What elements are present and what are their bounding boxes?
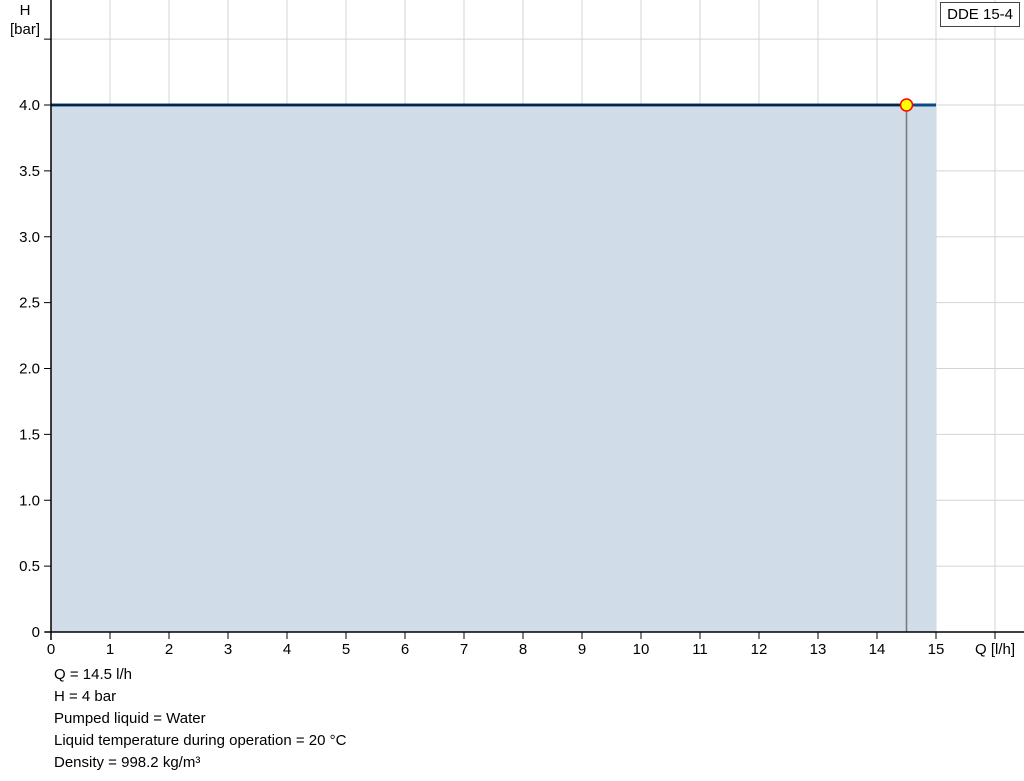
x-axis-label: Q [l/h] (975, 641, 1015, 658)
x-tick-label: 12 (751, 641, 768, 658)
y-axis-unit: [bar] (10, 21, 40, 38)
x-tick-label: 6 (401, 641, 409, 658)
curve-area (51, 105, 936, 632)
x-tick-label: 4 (283, 641, 291, 658)
operating-info: Q = 14.5 l/h H = 4 bar Pumped liquid = W… (54, 664, 346, 774)
legend-box: DDE 15-4 (940, 2, 1020, 27)
y-tick-label: 0.5 (19, 558, 40, 575)
y-tick-label: 3.0 (19, 229, 40, 246)
info-head: H = 4 bar (54, 688, 117, 705)
x-tick-label: 0 (47, 641, 55, 658)
x-tick-label: 11 (692, 641, 708, 658)
x-tick-label: 1 (106, 641, 114, 658)
y-tick-label: 3.5 (19, 163, 40, 180)
x-tick-label: 3 (224, 641, 232, 658)
x-tick-label: 2 (165, 641, 173, 658)
legend-label: DDE 15-4 (947, 6, 1013, 23)
y-tick-label: 1.0 (19, 492, 40, 509)
y-tick-label: 2.5 (19, 295, 40, 312)
x-tick-label: 5 (342, 641, 350, 658)
operating-point-marker (899, 98, 914, 112)
y-axis-label: H (20, 2, 31, 19)
x-tick-label: 9 (578, 641, 586, 658)
x-tick-label: 14 (869, 641, 886, 658)
x-tick-label: 13 (810, 641, 827, 658)
info-flow: Q = 14.5 l/h (54, 666, 132, 683)
y-tick-label: 1.5 (19, 426, 40, 443)
info-liquid: Pumped liquid = Water (54, 710, 206, 727)
info-density: Density = 998.2 kg/m³ (54, 754, 201, 771)
x-tick-label: 7 (460, 641, 468, 658)
x-tick-label: 8 (519, 641, 527, 658)
y-tick-label: 4.0 (19, 97, 40, 114)
x-tick-label: 10 (633, 641, 650, 658)
y-tick-label: 0 (32, 624, 40, 641)
x-tick-label: 15 (928, 641, 945, 658)
info-temperature: Liquid temperature during operation = 20… (54, 732, 347, 749)
y-tick-label: 2.0 (19, 361, 40, 378)
